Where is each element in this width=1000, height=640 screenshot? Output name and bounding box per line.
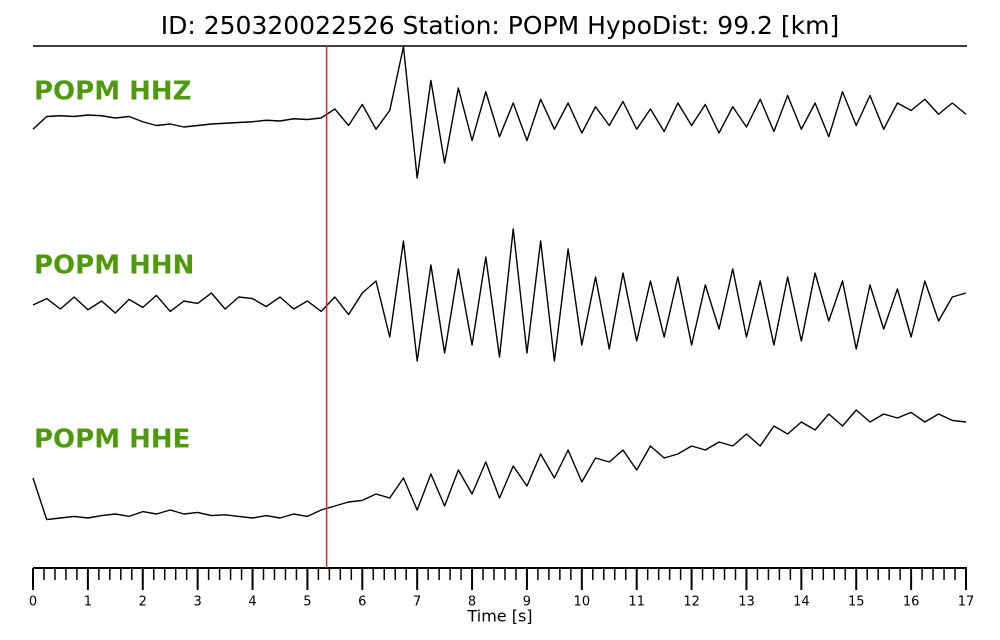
x-tick-label: 6 — [358, 595, 366, 610]
x-tick-label: 3 — [194, 595, 202, 610]
x-tick-label: 8 — [468, 595, 476, 610]
trace-label: POPM HHZ — [34, 77, 192, 107]
x-tick-label: 2 — [139, 595, 147, 610]
x-tick-label: 14 — [793, 595, 810, 610]
x-tick-label: 13 — [738, 595, 755, 610]
chart-title: ID: 250320022526 Station: POPM HypoDist:… — [161, 11, 840, 40]
x-tick-label: 4 — [248, 595, 256, 610]
x-tick-label: 7 — [413, 595, 421, 610]
x-tick-label: 5 — [303, 595, 311, 610]
trace-label: POPM HHE — [34, 425, 190, 455]
x-axis-label: Time [s] — [466, 607, 532, 626]
trace-label: POPM HHN — [34, 251, 194, 281]
x-tick-label: 12 — [683, 595, 700, 610]
x-tick-label: 1 — [84, 595, 92, 610]
x-tick-label: 15 — [848, 595, 865, 610]
x-tick-label: 16 — [903, 595, 920, 610]
x-tick-label: 9 — [523, 595, 531, 610]
x-tick-label: 10 — [574, 595, 591, 610]
x-tick-label: 17 — [958, 595, 975, 610]
x-tick-label: 0 — [29, 595, 37, 610]
waveform — [32, 409, 967, 521]
waveform — [32, 228, 967, 362]
waveform — [32, 46, 967, 179]
x-tick-label: 11 — [628, 595, 645, 610]
